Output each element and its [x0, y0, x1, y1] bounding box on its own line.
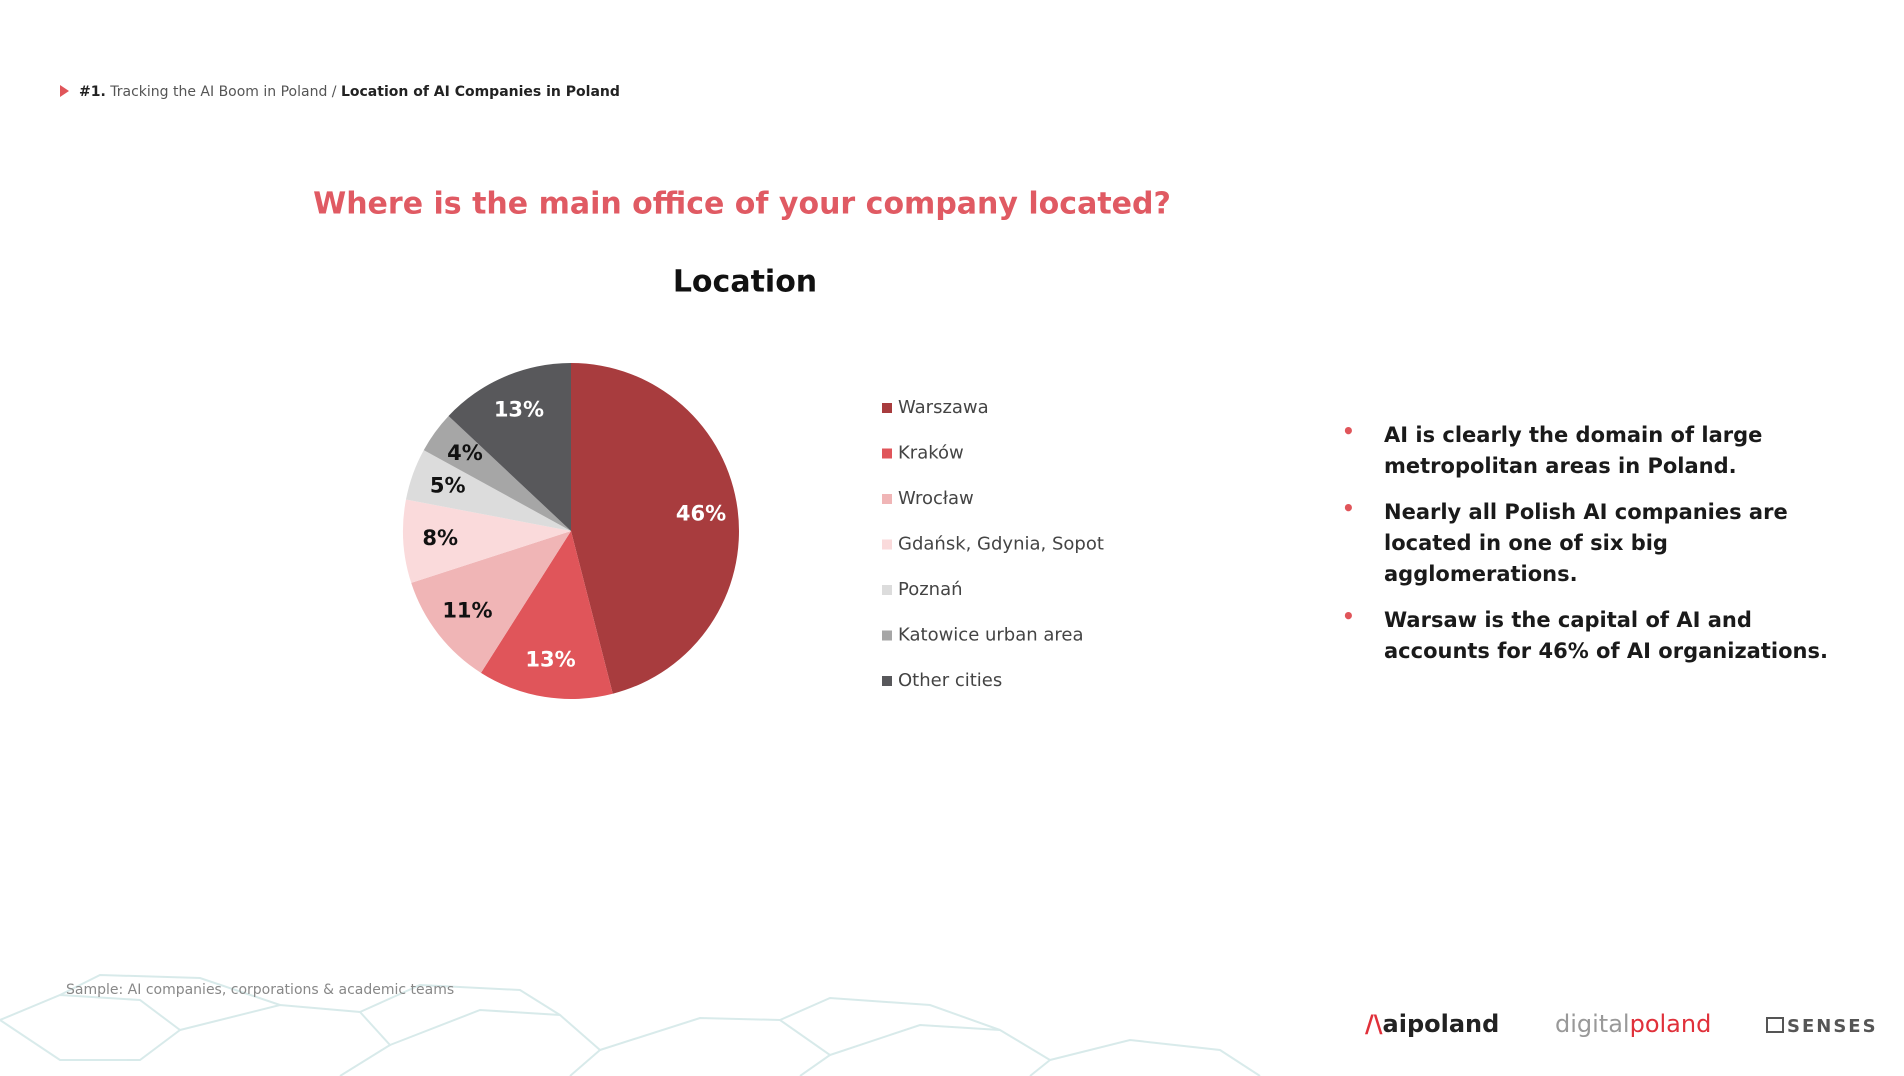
data-label: 8%	[422, 526, 458, 550]
logo-text: aipoland	[1382, 1010, 1500, 1038]
logo-senses: SENSES	[1766, 1016, 1878, 1037]
legend-label: Warszawa	[898, 397, 989, 418]
logo-text: SENSES	[1787, 1016, 1878, 1037]
pie-slice	[423, 415, 571, 531]
legend-swatch	[882, 403, 892, 413]
bullet: Nearly all Polish AI companies are locat…	[1342, 493, 1854, 590]
legend-swatch	[882, 494, 892, 504]
breadcrumb-page: Location of AI Companies in Poland	[340, 84, 620, 100]
breadcrumb-number: #1.	[79, 84, 106, 100]
legend-swatch	[882, 630, 892, 641]
chart-title: Location	[673, 265, 817, 300]
legend-label: Gdańsk, Gdynia, Sopot	[898, 534, 1104, 555]
logo-digitalpoland: digitalpoland	[1555, 1010, 1711, 1038]
data-label: 13%	[525, 647, 575, 671]
legend-label: Poznań	[898, 579, 963, 600]
data-label: 5%	[430, 474, 466, 498]
pie-slice	[405, 450, 571, 531]
legend-label: Other cities	[898, 670, 1002, 691]
legend-label: Kraków	[898, 443, 964, 464]
pie-slice	[480, 531, 613, 700]
legend-swatch	[882, 585, 892, 595]
data-label: 4%	[447, 441, 483, 465]
logo-aipoland: /\aipoland	[1365, 1010, 1500, 1038]
bullet: Warsaw is the capital of AI and accounts…	[1342, 601, 1854, 667]
logo-text: poland	[1629, 1010, 1712, 1038]
bullet-list: AI is clearly the domain of large metrop…	[1342, 416, 1854, 682]
bullet: AI is clearly the domain of large metrop…	[1342, 416, 1854, 482]
pie-slice	[411, 531, 571, 673]
legend-swatch	[882, 676, 892, 686]
pie-slice	[571, 363, 740, 694]
logo-text: digital	[1555, 1010, 1630, 1038]
data-label: 13%	[494, 398, 544, 422]
legend-swatch	[882, 539, 892, 550]
data-label: 11%	[442, 598, 492, 622]
pie-slice	[403, 499, 571, 583]
pie-slice	[448, 363, 571, 531]
legend-label: Wrocław	[898, 488, 974, 509]
legend-swatch	[882, 448, 892, 459]
breadcrumb: #1. Tracking the AI Boom in Poland / Loc…	[60, 84, 620, 100]
breadcrumb-section: Tracking the AI Boom in Poland /	[110, 84, 337, 100]
question: Where is the main office of your company…	[313, 187, 1171, 222]
legend-label: Katowice urban area	[898, 625, 1084, 646]
sample-note: Sample: AI companies, corporations & aca…	[66, 982, 455, 998]
data-label: 46%	[676, 502, 726, 526]
